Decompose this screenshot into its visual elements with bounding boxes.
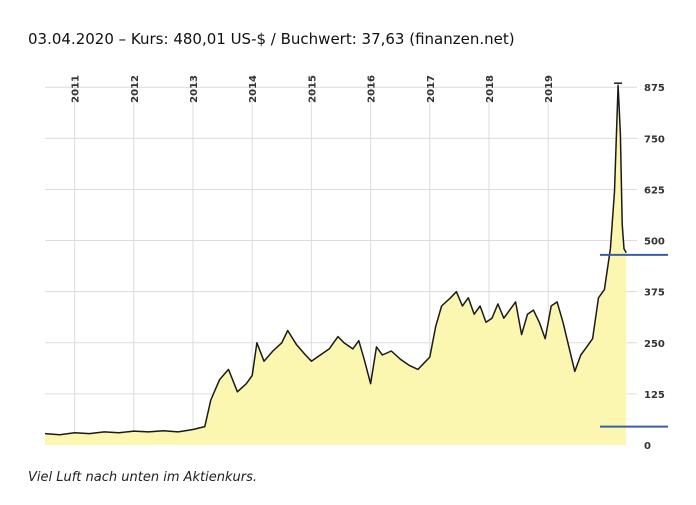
y-tick-label: 750 <box>644 134 665 145</box>
chart-title: 03.04.2020 – Kurs: 480,01 US-$ / Buchwer… <box>28 30 515 48</box>
price-line <box>44 84 627 436</box>
x-tick-label: 2014 <box>248 75 259 103</box>
y-tick-label: 625 <box>644 185 665 196</box>
x-tick-label: 2018 <box>485 75 496 103</box>
y-tick-label: 125 <box>644 390 665 401</box>
x-tick-label: 2013 <box>189 75 200 103</box>
stock-price-chart: 2011 2012 2013 2014 2015 2016 2017 2018 2019 0 12… <box>44 75 668 452</box>
x-tick-label: 2019 <box>544 75 555 103</box>
reference-lines <box>600 253 668 428</box>
x-tick-label: 2011 <box>71 75 82 103</box>
x-tick-label: 2015 <box>307 75 318 103</box>
chart-caption: Viel Luft nach unten im Aktienkurs. <box>28 470 257 485</box>
x-tick-label: 2012 <box>130 75 141 103</box>
y-tick-label: 375 <box>644 288 665 299</box>
y-tick-label: 500 <box>644 237 665 248</box>
x-tick-label: 2017 <box>426 75 437 103</box>
x-tick-label: 2016 <box>367 75 378 103</box>
y-tick-label: 0 <box>644 441 651 452</box>
area-layer <box>44 82 627 445</box>
price-area <box>45 85 627 445</box>
y-tick-label: 250 <box>644 339 665 350</box>
y-axis-ticks: 0 125 250 375 500 625 750 875 <box>644 83 665 452</box>
y-tick-label: 875 <box>644 83 665 94</box>
x-axis-ticks: 2011 2012 2013 2014 2015 2016 2017 2018 2019 <box>71 75 556 103</box>
